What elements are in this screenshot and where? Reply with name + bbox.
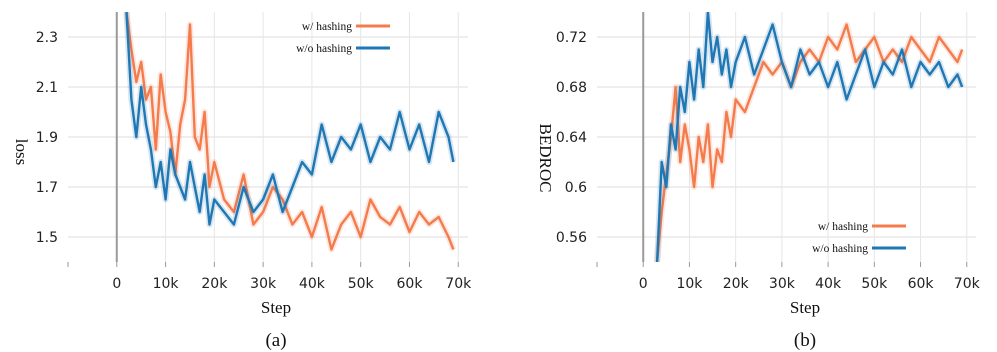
panel-caption: (a) <box>265 330 286 351</box>
legend-label: w/o hashing <box>812 243 868 255</box>
x-tick-label: 30k <box>250 276 277 292</box>
x-tick-label: 20k <box>201 276 228 292</box>
panel-b: BEDROC Step (b) 0.56 0.6 0.64 0.68 0.72 0 10k 2… <box>536 12 981 351</box>
x-tick-label: 70k <box>445 276 472 292</box>
y-tick-label: 2.1 <box>36 80 58 96</box>
panel-a: loss Step (a) 1.5 1.7 1.9 2.1 2.3 0 10k 20k 30k 4… <box>12 12 472 351</box>
series-line <box>125 12 455 226</box>
y-tick-label: 0.72 <box>556 30 587 46</box>
x-tick-label: 10k <box>676 276 703 292</box>
legend-label: w/ hashing <box>818 221 868 233</box>
y-tick-label: 0.6 <box>565 180 587 196</box>
legend-label: w/ hashing <box>302 21 352 33</box>
x-tick-label: 40k <box>299 276 326 292</box>
y-tick-label: 2.3 <box>36 30 58 46</box>
series-line <box>655 12 964 262</box>
y-tick-label: 0.56 <box>556 230 587 246</box>
series-line <box>655 23 964 262</box>
x-tick-label: 10k <box>153 276 180 292</box>
y-tick-label: 1.7 <box>36 180 58 196</box>
x-tick-label: 30k <box>769 276 796 292</box>
x-axis-title: Step <box>790 298 820 317</box>
y-axis-title: BEDROC <box>536 124 555 193</box>
panel-caption: (b) <box>794 330 816 351</box>
y-tick-label: 0.68 <box>556 80 587 96</box>
x-tick-label: 70k <box>954 276 981 292</box>
x-axis-title: Step <box>261 298 291 317</box>
x-tick-label: 50k <box>348 276 375 292</box>
x-tick-label: 0 <box>639 276 648 292</box>
x-tick-label: 60k <box>908 276 935 292</box>
y-tick-label: 1.5 <box>36 230 58 246</box>
x-tick-label: 0 <box>112 276 121 292</box>
y-tick-label: 0.64 <box>556 130 587 146</box>
y-tick-label: 1.9 <box>36 130 58 146</box>
y-axis-title: loss <box>12 139 31 165</box>
x-tick-label: 50k <box>861 276 888 292</box>
x-tick-label: 40k <box>815 276 842 292</box>
x-tick-label: 60k <box>397 276 424 292</box>
legend-label: w/o hashing <box>296 43 352 55</box>
x-tick-label: 20k <box>723 276 750 292</box>
